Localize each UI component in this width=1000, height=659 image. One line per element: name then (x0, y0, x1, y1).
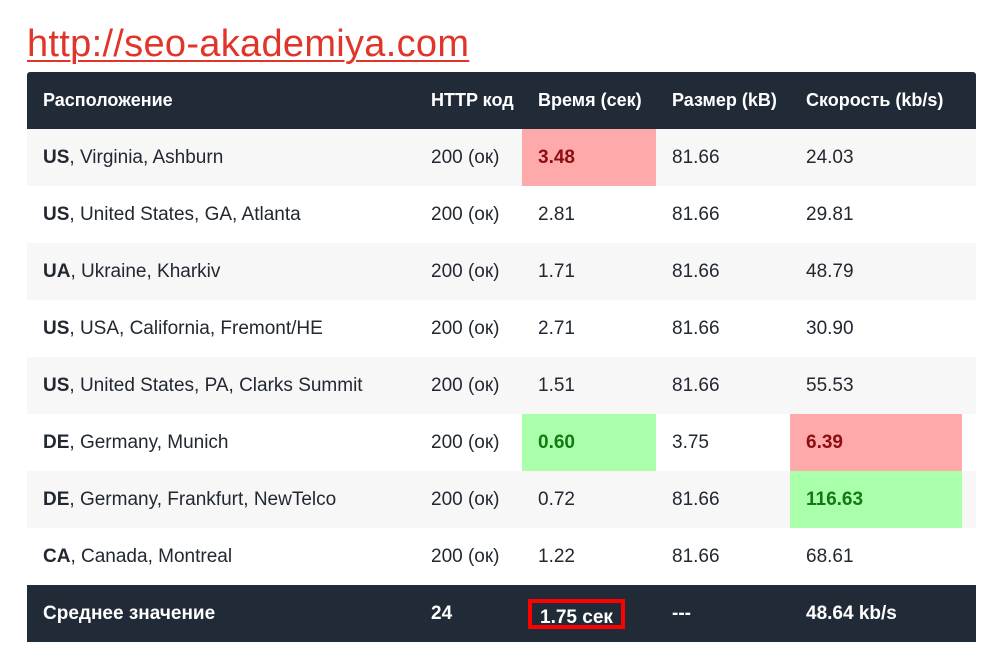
country-code: CA (43, 545, 71, 567)
country-code: US (43, 374, 70, 396)
location-name: , Ukraine, Kharkiv (70, 260, 221, 282)
http-code-cell: 200 (ок) (431, 146, 500, 168)
http-code-cell: 200 (ок) (431, 203, 500, 225)
speed-test-table: Расположение HTTP код Время (сек) Размер… (27, 72, 976, 642)
location-name: , Virginia, Ashburn (69, 146, 224, 168)
http-code-cell: 200 (ок) (431, 431, 500, 453)
table-row: CA, Canada, Montreal 200 (ок) 1.22 81.66 68.… (27, 528, 976, 585)
table-row: US, USA, California, Fremont/HE 200 (ок) 2… (27, 300, 976, 357)
header-http-code: HTTP код (431, 90, 514, 110)
location-name: , United States, GA, Atlanta (69, 203, 301, 225)
table-row: UA, Ukraine, Kharkiv 200 (ок) 1.71 81.66 48.… (27, 243, 976, 300)
http-code-cell: 200 (ок) (431, 374, 500, 396)
speed-cell: 116.63 (790, 471, 962, 528)
size-cell: 81.66 (672, 146, 720, 168)
location-cell: CA, Canada, Montreal (27, 528, 415, 585)
country-code: US (43, 203, 70, 225)
speed-cell: 55.53 (806, 374, 854, 396)
footer-size: --- (672, 602, 691, 624)
size-cell: 81.66 (672, 203, 720, 225)
country-code: DE (43, 488, 70, 510)
time-cell: 1.22 (538, 545, 575, 567)
size-cell: 81.66 (672, 545, 720, 567)
location-name: , Germany, Frankfurt, NewTelco (69, 488, 337, 510)
http-code-cell: 200 (ок) (431, 545, 500, 567)
speed-cell: 6.39 (790, 414, 962, 471)
size-cell: 81.66 (672, 317, 720, 339)
location-cell: US, Virginia, Ashburn (27, 129, 415, 186)
footer-time-cell: 1.75 сек (522, 585, 656, 642)
footer-label: Среднее значение (43, 602, 216, 624)
location-name: , Canada, Montreal (70, 545, 233, 567)
time-cell: 0.60 (522, 414, 656, 471)
location-cell: DE, Germany, Munich (27, 414, 415, 471)
size-cell: 3.75 (672, 431, 709, 453)
size-cell: 81.66 (672, 260, 720, 282)
location-name: , United States, PA, Clarks Summit (69, 374, 363, 396)
header-location: Расположение (43, 90, 173, 110)
location-name: , USA, California, Fremont/HE (69, 317, 323, 339)
table-row: US, Virginia, Ashburn 200 (ок) 3.48 81.66 24… (27, 129, 976, 186)
speed-cell: 30.90 (806, 317, 854, 339)
table-body: US, Virginia, Ashburn 200 (ок) 3.48 81.66 24… (27, 129, 976, 585)
location-cell: DE, Germany, Frankfurt, NewTelco (27, 471, 415, 528)
speed-cell: 68.61 (806, 545, 854, 567)
table-header: Расположение HTTP код Время (сек) Размер… (27, 72, 976, 129)
footer-http: 24 (431, 602, 453, 624)
table-row: DE, Germany, Munich 200 (ок) 0.60 3.75 6.39 (27, 414, 976, 471)
table-footer-average: Среднее значение 24 1.75 сек --- 48.64 k… (27, 585, 976, 642)
http-code-cell: 200 (ок) (431, 317, 500, 339)
table-row: DE, Germany, Frankfurt, NewTelco 200 (ок)… (27, 471, 976, 528)
location-cell: US, United States, GA, Atlanta (27, 186, 415, 243)
footer-speed: 48.64 kb/s (806, 602, 897, 624)
header-size: Размер (kB) (672, 90, 777, 110)
time-cell: 2.71 (538, 317, 575, 339)
time-cell: 2.81 (538, 203, 575, 225)
location-cell: UA, Ukraine, Kharkiv (27, 243, 415, 300)
time-cell: 1.51 (538, 374, 575, 396)
table-row: US, United States, GA, Atlanta 200 (ок) 2.… (27, 186, 976, 243)
site-link[interactable]: http://seo-akademiya.com (27, 23, 470, 65)
country-code: DE (43, 431, 70, 453)
time-cell: 0.72 (538, 488, 575, 510)
http-code-cell: 200 (ок) (431, 260, 500, 282)
header-time: Время (сек) (538, 90, 642, 110)
time-cell: 3.48 (522, 129, 656, 186)
location-cell: US, United States, PA, Clarks Summit (27, 357, 415, 414)
time-cell: 1.71 (538, 260, 575, 282)
http-code-cell: 200 (ок) (431, 488, 500, 510)
country-code: US (43, 317, 70, 339)
country-code: UA (43, 260, 71, 282)
speed-cell: 29.81 (806, 203, 854, 225)
average-time-highlight: 1.75 сек (528, 598, 625, 629)
country-code: US (43, 146, 70, 168)
speed-cell: 24.03 (806, 146, 854, 168)
size-cell: 81.66 (672, 488, 720, 510)
speed-cell: 48.79 (806, 260, 854, 282)
header-speed: Скорость (kb/s) (806, 90, 944, 110)
size-cell: 81.66 (672, 374, 720, 396)
table-row: US, United States, PA, Clarks Summit 200 … (27, 357, 976, 414)
location-cell: US, USA, California, Fremont/HE (27, 300, 415, 357)
location-name: , Germany, Munich (69, 431, 229, 453)
